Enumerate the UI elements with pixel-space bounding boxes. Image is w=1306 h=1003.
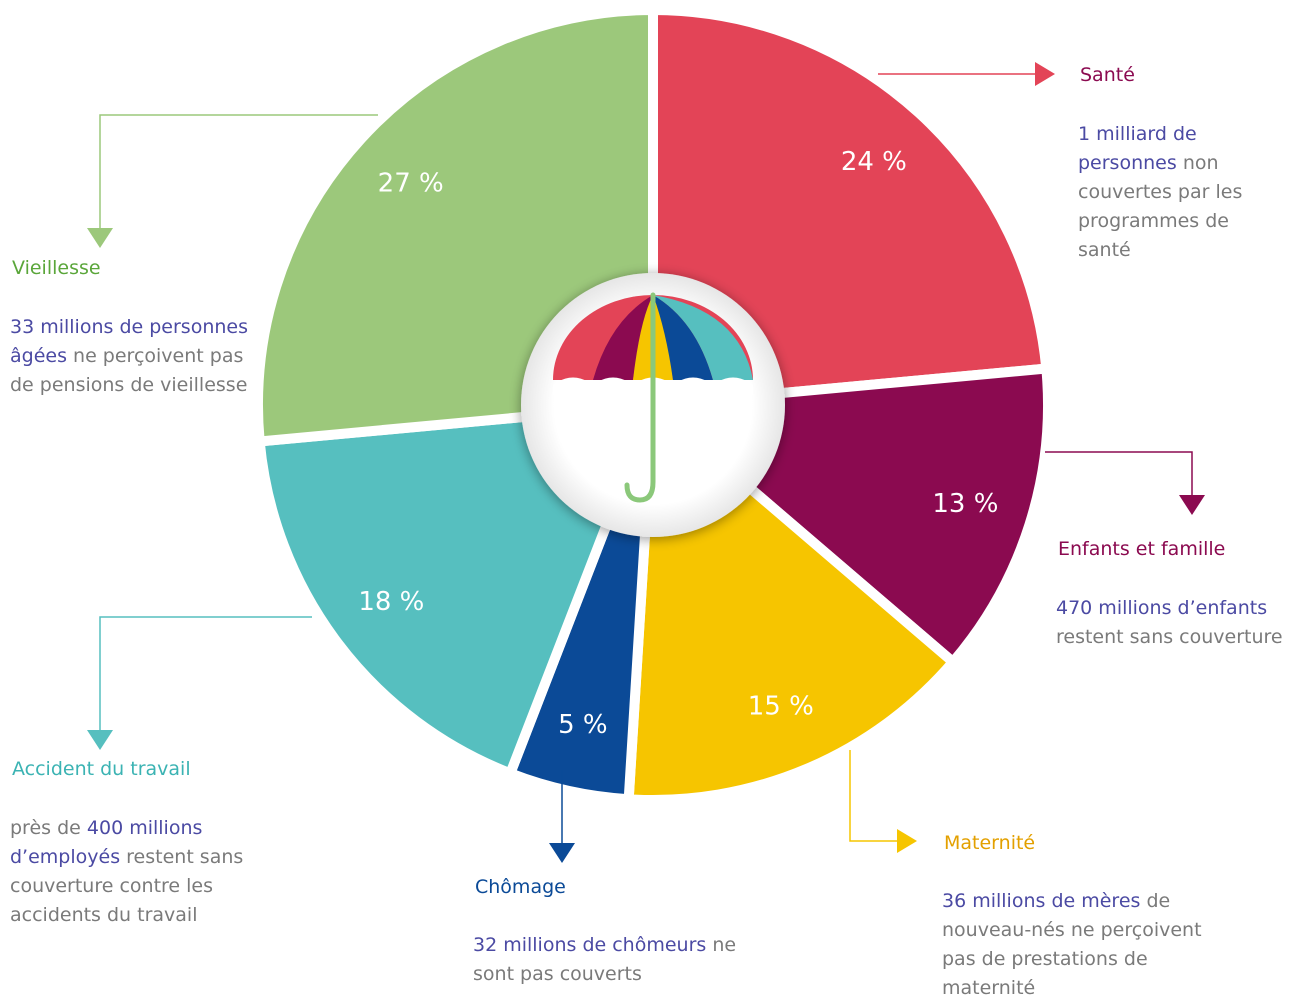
description-text: non couvertes par les programmes de sant… [1078,152,1243,261]
description-highlight: 32 millions de chômeurs [473,934,707,956]
category-description: 32 millions de chômeurs ne sont pas couv… [473,931,773,989]
category-title: Vieillesse [12,257,101,279]
connector-arrow [1179,495,1205,515]
umbrella-panel [653,295,753,380]
value-label: 18 % [358,587,424,617]
category-title: Enfants et famille [1058,538,1226,560]
description-text: de nouveau-nés ne perçoivent pas de pres… [942,890,1202,999]
description-text: ne sont pas couverts [473,934,737,985]
pie-slice [648,4,1052,411]
description-text: ne perçoivent pas de pensions de vieille… [10,345,248,396]
category-description: 33 millions de personnes âgées ne perçoi… [10,313,255,400]
value-label: 5 % [558,710,608,740]
value-label: 24 % [841,147,907,177]
umbrella-badge [521,273,785,537]
description-highlight: 470 millions d’enfants [1056,597,1268,619]
category-description: 1 milliard de personnes non couvertes pa… [1078,120,1278,265]
value-label: 15 % [748,691,814,721]
connectors [87,62,1205,863]
connector-arrow [87,228,113,248]
value-label: 27 % [378,169,444,199]
category-description: près de 400 millions d’employés restent … [10,814,280,930]
category-title: Santé [1080,64,1135,86]
description-text: restent sans couverture contre les accid… [10,846,244,926]
description-highlight: 1 milliard de personnes [1078,123,1197,174]
description-highlight: 400 millions d’employés [10,817,203,868]
category-description: 470 millions d’enfants restent sans couv… [1056,594,1304,652]
connector-arrow [897,829,917,853]
connector-line [99,616,312,730]
umbrella-handle [624,292,656,503]
umbrella-panel [653,295,713,380]
connector-arrow [87,730,113,750]
connector-arrow [1035,62,1055,86]
description-text: restent sans couverture [1056,626,1283,648]
category-title: Maternité [944,832,1036,854]
connector-line [1045,451,1193,495]
description-highlight: 33 millions de personnes âgées [10,316,248,367]
connector-arrow [549,843,575,863]
description-prefix: près de [10,817,81,839]
umbrella-panel [593,295,653,380]
pie-slice [254,399,661,780]
connector-line [849,750,897,842]
category-title: Accident du travail [12,758,191,780]
category-description: 36 millions de mères de nouveau-nés ne p… [942,887,1232,1003]
category-title: Chômage [475,876,566,898]
connector-line [99,114,378,228]
description-highlight: 36 millions de mères [942,890,1141,912]
value-label: 13 % [932,489,998,519]
